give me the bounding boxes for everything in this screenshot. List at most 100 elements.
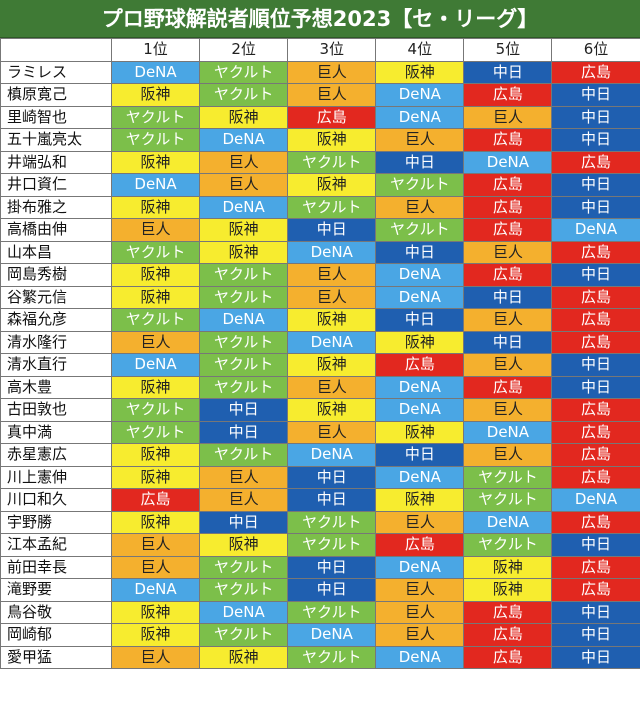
pick-cell-rank-2: DeNA [199, 308, 289, 332]
pick-cell-rank-2: ヤクルト [199, 60, 289, 84]
header-row: 1位 2位 3位 4位 5位 6位 [0, 38, 640, 62]
pick-cell-rank-5: 阪神 [463, 555, 553, 579]
pick-cell-rank-1: DeNA [110, 353, 201, 377]
pick-cell-rank-5: 巨人 [463, 398, 553, 422]
pick-cell-rank-6: 中日 [551, 128, 640, 152]
pick-cell-rank-1: DeNA [110, 578, 201, 602]
pick-cell-rank-5: DeNA [463, 150, 553, 174]
pick-cell-rank-6: 中日 [551, 623, 640, 647]
commentator-name: 岡島秀樹 [0, 263, 112, 287]
table-row: 前田幸長 巨人 ヤクルト 中日 DeNA 阪神 広島 [0, 555, 640, 579]
pick-cell-rank-5: 中日 [463, 60, 553, 84]
pick-cell-rank-1: 広島 [110, 488, 201, 512]
pick-cell-rank-2: 阪神 [199, 533, 289, 557]
pick-cell-rank-4: 阪神 [375, 60, 465, 84]
pick-cell-rank-2: ヤクルト [199, 578, 289, 602]
pick-cell-rank-6: 広島 [551, 60, 640, 84]
pick-cell-rank-3: 広島 [287, 105, 377, 129]
pick-cell-rank-4: 阪神 [375, 488, 465, 512]
pick-cell-rank-2: ヤクルト [199, 443, 289, 467]
commentator-name: 古田敦也 [0, 398, 112, 422]
pick-cell-rank-4: 広島 [375, 353, 465, 377]
pick-cell-rank-4: DeNA [375, 285, 465, 309]
pick-cell-rank-5: 巨人 [463, 308, 553, 332]
commentator-name: 川上憲伸 [0, 465, 112, 489]
table-row: ラミレス DeNA ヤクルト 巨人 阪神 中日 広島 [0, 60, 640, 84]
pick-cell-rank-3: 巨人 [287, 420, 377, 444]
pick-cell-rank-5: 中日 [463, 330, 553, 354]
prediction-table: 1位 2位 3位 4位 5位 6位 ラミレス DeNA ヤクルト 巨人 阪神 中日 広島 槙原… [0, 38, 640, 669]
pick-cell-rank-4: DeNA [375, 645, 465, 669]
pick-cell-rank-5: 広島 [463, 128, 553, 152]
commentator-name: 井口資仁 [0, 173, 112, 197]
pick-cell-rank-6: 中日 [551, 173, 640, 197]
table-row: 川口和久 広島 巨人 中日 阪神 ヤクルト DeNA [0, 488, 640, 512]
pick-cell-rank-4: DeNA [375, 465, 465, 489]
pick-cell-rank-3: 巨人 [287, 60, 377, 84]
pick-cell-rank-5: ヤクルト [463, 488, 553, 512]
pick-cell-rank-2: 中日 [199, 420, 289, 444]
pick-cell-rank-4: 広島 [375, 533, 465, 557]
pick-cell-rank-2: 阪神 [199, 645, 289, 669]
pick-cell-rank-5: ヤクルト [463, 465, 553, 489]
table-row: 古田敦也 ヤクルト 中日 阪神 DeNA 巨人 広島 [0, 398, 640, 422]
pick-cell-rank-2: ヤクルト [199, 285, 289, 309]
pick-cell-rank-6: 広島 [551, 443, 640, 467]
pick-cell-rank-5: 広島 [463, 263, 553, 287]
pick-cell-rank-5: 巨人 [463, 240, 553, 264]
pick-cell-rank-1: 阪神 [110, 600, 201, 624]
commentator-name: 真中満 [0, 420, 112, 444]
table-row: 清水隆行 巨人 ヤクルト DeNA 阪神 中日 広島 [0, 330, 640, 354]
pick-cell-rank-3: 巨人 [287, 375, 377, 399]
pick-cell-rank-2: ヤクルト [199, 83, 289, 107]
commentator-name: 川口和久 [0, 488, 112, 512]
pick-cell-rank-1: 阪神 [110, 623, 201, 647]
table-row: 江本孟紀 巨人 阪神 ヤクルト 広島 ヤクルト 中日 [0, 533, 640, 557]
header-corner [0, 38, 112, 62]
pick-cell-rank-5: 巨人 [463, 353, 553, 377]
commentator-name: 清水直行 [0, 353, 112, 377]
pick-cell-rank-6: DeNA [551, 488, 640, 512]
pick-cell-rank-2: ヤクルト [199, 330, 289, 354]
pick-cell-rank-1: ヤクルト [110, 105, 201, 129]
pick-cell-rank-5: ヤクルト [463, 533, 553, 557]
commentator-name: 鳥谷敬 [0, 600, 112, 624]
pick-cell-rank-6: 広島 [551, 555, 640, 579]
table-body: ラミレス DeNA ヤクルト 巨人 阪神 中日 広島 槙原寛己 阪神 ヤクルト 巨人 DeNA 広島 中日… [0, 60, 640, 669]
pick-cell-rank-4: 巨人 [375, 510, 465, 534]
commentator-name: 愛甲猛 [0, 645, 112, 669]
pick-cell-rank-4: DeNA [375, 555, 465, 579]
table-row: 岡島秀樹 阪神 ヤクルト 巨人 DeNA 広島 中日 [0, 263, 640, 287]
commentator-name: 岡崎郁 [0, 623, 112, 647]
table-row: 槙原寛己 阪神 ヤクルト 巨人 DeNA 広島 中日 [0, 83, 640, 107]
commentator-name: 掛布雅之 [0, 195, 112, 219]
pick-cell-rank-5: DeNA [463, 420, 553, 444]
pick-cell-rank-2: 中日 [199, 398, 289, 422]
pick-cell-rank-1: 阪神 [110, 375, 201, 399]
pick-cell-rank-6: 広島 [551, 330, 640, 354]
pick-cell-rank-2: 巨人 [199, 150, 289, 174]
commentator-name: 里崎智也 [0, 105, 112, 129]
table-row: 掛布雅之 阪神 DeNA ヤクルト 巨人 広島 中日 [0, 195, 640, 219]
pick-cell-rank-1: 巨人 [110, 218, 201, 242]
pick-cell-rank-4: 巨人 [375, 578, 465, 602]
pick-cell-rank-5: 広島 [463, 195, 553, 219]
pick-cell-rank-3: 巨人 [287, 263, 377, 287]
pick-cell-rank-6: DeNA [551, 218, 640, 242]
pick-cell-rank-3: ヤクルト [287, 510, 377, 534]
pick-cell-rank-6: 広島 [551, 150, 640, 174]
pick-cell-rank-3: ヤクルト [287, 195, 377, 219]
commentator-name: ラミレス [0, 60, 112, 84]
pick-cell-rank-1: 阪神 [110, 510, 201, 534]
pick-cell-rank-2: ヤクルト [199, 263, 289, 287]
table-row: 宇野勝 阪神 中日 ヤクルト 巨人 DeNA 広島 [0, 510, 640, 534]
pick-cell-rank-2: 巨人 [199, 173, 289, 197]
header-rank-1: 1位 [110, 38, 201, 62]
pick-cell-rank-4: 巨人 [375, 623, 465, 647]
pick-cell-rank-6: 中日 [551, 263, 640, 287]
pick-cell-rank-4: DeNA [375, 263, 465, 287]
pick-cell-rank-5: 巨人 [463, 105, 553, 129]
table-row: 真中満 ヤクルト 中日 巨人 阪神 DeNA 広島 [0, 420, 640, 444]
pick-cell-rank-1: 阪神 [110, 285, 201, 309]
pick-cell-rank-4: 巨人 [375, 128, 465, 152]
